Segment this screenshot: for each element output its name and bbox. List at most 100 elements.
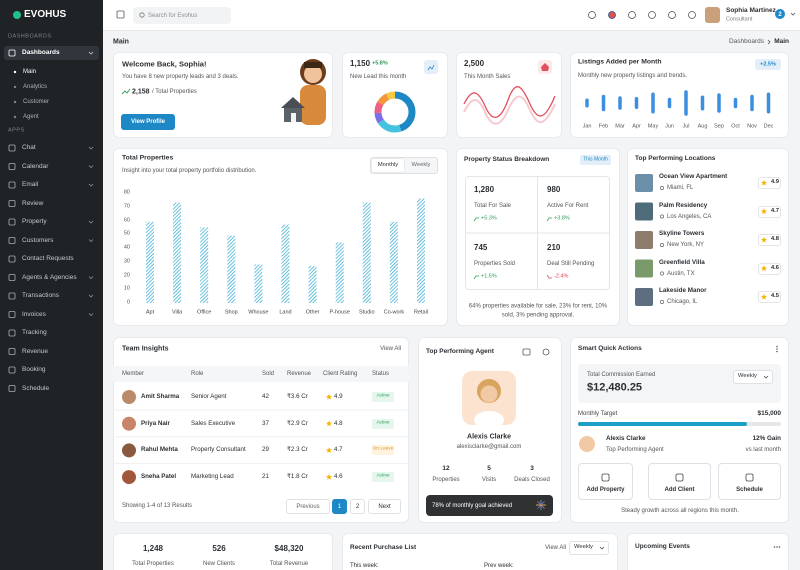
pager-next[interactable]: Next	[378, 503, 391, 510]
trend-icon	[121, 88, 131, 95]
pager-page[interactable]: 1	[337, 503, 342, 510]
action-label[interactable]: Add Client	[664, 487, 695, 493]
nav-item[interactable]: Customers	[22, 236, 54, 244]
member-name: Rahul Mehta	[141, 446, 178, 454]
week-label: This week:	[350, 563, 379, 569]
rating-box	[758, 177, 781, 189]
x-tick-label: Jan	[582, 123, 592, 130]
x-tick-label: Mar	[615, 123, 625, 130]
button-bg[interactable]	[121, 114, 175, 130]
chevron	[88, 51, 94, 55]
pager-previous[interactable]: Previous	[296, 503, 320, 510]
nav-item[interactable]: Schedule	[22, 384, 50, 392]
agent-role: Top Performing Agent	[606, 447, 664, 453]
toggle-active[interactable]	[372, 159, 404, 172]
nav-item[interactable]: Revenue	[22, 347, 49, 355]
star-icon	[325, 420, 333, 427]
dropdown-label[interactable]: Weekly	[574, 544, 593, 551]
member-rating: 4.9	[334, 392, 343, 400]
nav-item[interactable]: Review	[22, 199, 44, 207]
location-rating: 4.7	[770, 207, 779, 214]
chevron	[88, 276, 94, 280]
rating-box	[758, 262, 781, 275]
action-button[interactable]	[648, 463, 711, 500]
nav-subitem[interactable]: Main	[23, 69, 37, 75]
view-all-link[interactable]: View All	[380, 346, 401, 352]
stat-label: Active For Rent	[547, 203, 589, 209]
nav-item[interactable]: Chat	[22, 143, 36, 151]
pin-icon	[660, 271, 664, 276]
nav-icon	[8, 366, 16, 374]
pager-button[interactable]	[350, 499, 365, 514]
nav-icon	[8, 255, 16, 263]
x-tick-label: Apt	[145, 309, 155, 316]
nav-subitem[interactable]: Analytics	[23, 84, 48, 90]
dropdown-label[interactable]: Weekly	[738, 373, 757, 380]
nav-item[interactable]: Email	[22, 180, 39, 188]
toggle-option[interactable]: Weekly	[411, 161, 431, 168]
agent-name: Alexis Clarke	[606, 434, 646, 442]
location-name: Ocean View Apartment	[659, 172, 728, 180]
x-tick-label: Retail	[413, 309, 429, 316]
card	[418, 337, 562, 523]
agent-face	[480, 385, 498, 403]
action-button[interactable]	[718, 463, 781, 500]
card-badge: This Month	[583, 156, 608, 163]
chevron	[790, 12, 796, 16]
view-all-link[interactable]: View All	[545, 545, 566, 551]
nav-item[interactable]: Agents & Agencies	[22, 273, 77, 281]
action-label[interactable]: Schedule	[736, 487, 763, 493]
chevron	[88, 146, 94, 150]
card-title: Smart Quick Actions	[578, 344, 642, 352]
toggle-option[interactable]: Monthly	[377, 161, 399, 168]
nav-icon	[8, 200, 16, 207]
chart-subtitle: Insight into your total property portfol…	[122, 168, 257, 174]
status-badge	[372, 418, 394, 429]
user-role: Consultant	[726, 16, 753, 23]
action-button[interactable]	[578, 463, 633, 500]
card-title: Team Insights	[122, 345, 169, 353]
nav-item[interactable]: Dashboards	[22, 48, 60, 56]
view-profile-button[interactable]: View Profile	[131, 119, 165, 125]
topbar-icon	[688, 11, 696, 19]
search-box[interactable]	[133, 7, 231, 24]
nav-subitem[interactable]: Agent	[23, 114, 39, 120]
donut	[374, 91, 416, 133]
nav-item[interactable]: Invoices	[22, 310, 46, 318]
card-title: Top Performing Agent	[426, 347, 494, 355]
breadcrumb-link[interactable]: Dashboards	[728, 37, 764, 45]
bar	[417, 198, 425, 303]
topbar-icon	[648, 11, 656, 19]
quick-footer: Steady growth across all regions this mo…	[621, 508, 739, 514]
dropdown[interactable]	[733, 370, 773, 384]
pager-button[interactable]	[286, 499, 330, 514]
trend-icon	[546, 274, 552, 279]
search-placeholder[interactable]: Search for Evohus	[148, 12, 198, 19]
location-image	[635, 288, 653, 306]
action-label[interactable]: Add Property	[586, 487, 625, 493]
nav-item[interactable]: Contact Requests	[22, 254, 74, 262]
bar	[308, 265, 317, 303]
nav-icon	[8, 329, 16, 337]
nav-item[interactable]: Calendar	[22, 162, 49, 170]
dropdown[interactable]	[569, 541, 609, 555]
pager-button[interactable]	[332, 499, 347, 514]
nav-active-bg[interactable]	[4, 46, 99, 60]
location-rating: 4.8	[770, 236, 779, 243]
topbar-icon	[588, 11, 596, 19]
nav-item[interactable]: Transactions	[22, 291, 59, 299]
location-image	[635, 259, 653, 278]
more-icon	[778, 546, 781, 548]
nav-item[interactable]: Property	[22, 217, 47, 225]
nav-item[interactable]: Tracking	[22, 328, 47, 336]
nav-subitem[interactable]: Customer	[23, 99, 50, 105]
pager-page[interactable]: 2	[355, 503, 360, 510]
trend-icon	[473, 217, 479, 222]
y-tick-label: 80	[123, 189, 130, 196]
nav-item[interactable]: Booking	[22, 365, 46, 373]
agent-stat-value: 12	[442, 464, 450, 472]
y-tick-label: 0	[126, 299, 130, 306]
target-label: Monthly Target	[578, 411, 618, 417]
star-icon	[760, 293, 768, 300]
pager-button[interactable]	[368, 499, 401, 514]
